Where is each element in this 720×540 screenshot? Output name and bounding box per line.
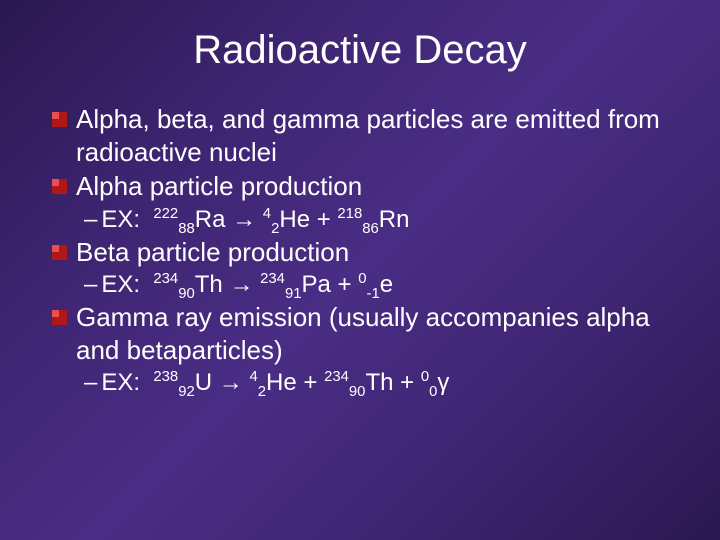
nuclide-mass: 0	[358, 271, 366, 287]
nuclide-atomic: 2	[258, 384, 266, 400]
ex-label: EX:	[101, 369, 140, 396]
nuclide-atomic: 88	[178, 220, 195, 236]
plus: +	[317, 206, 331, 233]
nuclide-mass: 4	[249, 369, 257, 385]
nuclide-symbol: U	[195, 369, 212, 396]
bullet-item: Gamma ray emission (usually accompanies …	[52, 301, 668, 366]
dash: –	[84, 206, 97, 233]
nuclide-symbol: Th	[365, 369, 393, 396]
nuclide-atomic: -1	[367, 286, 380, 302]
nuclide-symbol: e	[380, 271, 393, 298]
plus: +	[338, 271, 352, 298]
nuclide-atomic: 90	[349, 384, 366, 400]
nuclide-atomic: 92	[178, 384, 195, 400]
ex-label: EX:	[101, 206, 140, 233]
nuclide-symbol: Pa	[302, 271, 331, 298]
bullet-text: Beta particle production	[76, 236, 668, 269]
nuclide-symbol: Rn	[379, 206, 410, 233]
bullet-item: Alpha particle production	[52, 170, 668, 203]
slide-container: Radioactive Decay Alpha, beta, and gamma…	[0, 0, 720, 427]
nuclide-atomic: 90	[178, 286, 195, 302]
nuclide-mass: 0	[421, 369, 429, 385]
dash: –	[84, 369, 97, 396]
bullet-text: Gamma ray emission (usually accompanies …	[76, 301, 668, 366]
plus: +	[303, 369, 317, 396]
bullet-text: Alpha particle production	[76, 170, 668, 203]
nuclide-mass: 234	[153, 271, 178, 287]
nuclide-mass: 234	[324, 369, 349, 385]
nuclide-symbol: Th	[195, 271, 223, 298]
slide-title: Radioactive Decay	[52, 28, 668, 73]
arrow-icon: →	[232, 206, 256, 233]
nuclide-atomic: 91	[285, 286, 302, 302]
arrow-icon: →	[229, 271, 253, 298]
nuclide-symbol: γ	[437, 369, 449, 396]
bullet-icon	[52, 310, 67, 325]
slide-content: Alpha, beta, and gamma particles are emi…	[52, 103, 668, 398]
bullet-item: Beta particle production	[52, 236, 668, 269]
bullet-text: Alpha, beta, and gamma particles are emi…	[76, 103, 668, 168]
dash: –	[84, 271, 97, 298]
nuclide-mass: 238	[153, 369, 178, 385]
nuclide-mass: 234	[260, 271, 285, 287]
nuclide-symbol: He	[279, 206, 310, 233]
ex-label: EX:	[101, 271, 140, 298]
bullet-icon	[52, 179, 67, 194]
plus: +	[400, 369, 414, 396]
nuclide-mass: 218	[337, 206, 362, 222]
arrow-icon: →	[219, 369, 243, 396]
bullet-icon	[52, 245, 67, 260]
bullet-item: Alpha, beta, and gamma particles are emi…	[52, 103, 668, 168]
nuclide-mass: 4	[263, 206, 271, 222]
nuclide-symbol: He	[266, 369, 297, 396]
nuclide-atomic: 86	[362, 220, 379, 236]
sub-item-gamma: –EX: 23892U → 42He + 23490Th + 00γ	[84, 368, 668, 398]
sub-item-beta: –EX: 23490Th → 23491Pa + 0-1e	[84, 270, 668, 300]
nuclide-mass: 222	[153, 206, 178, 222]
sub-item-alpha: –EX: 22288Ra → 42He + 21886Rn	[84, 205, 668, 235]
nuclide-symbol: Ra	[195, 206, 226, 233]
bullet-icon	[52, 112, 67, 127]
